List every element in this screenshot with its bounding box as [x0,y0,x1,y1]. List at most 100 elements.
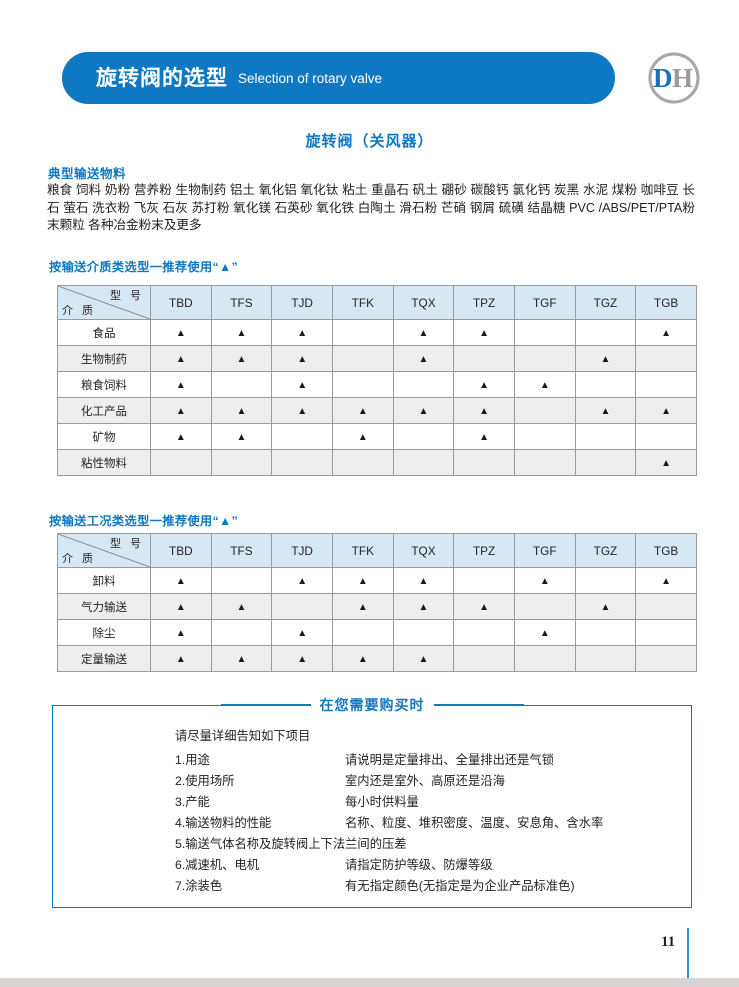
purchase-rule-left [220,704,311,706]
column-header-tbd: TBD [150,533,212,568]
table-row: 粮食饲料 ▲ ▲ ▲ ▲ [57,371,697,398]
footer-bar [0,978,739,987]
cell-tgz: ▲ [574,593,637,620]
column-header-tjd: TJD [271,533,333,568]
cell-tbd: ▲ [150,645,212,672]
cell-tfs: ▲ [210,593,273,620]
cell-tpz [453,345,515,372]
purchase-item-value: 请说明是定量排出、全量排出还是气锁 [345,753,555,767]
recommended-triangle-icon: ▲ [418,353,429,365]
cell-tqx: ▲ [392,645,455,672]
purchase-item-label: 3.产能 [175,795,210,809]
cell-tfs: ▲ [210,319,273,346]
recommended-triangle-icon: ▲ [236,653,247,665]
table-row: 气力输送 ▲ ▲ ▲ ▲ ▲ ▲ [57,593,697,620]
page-header: 旋转阀的选型 Selection of rotary valve D H [0,0,739,118]
purchase-item-label: 2.使用场所 [175,774,235,788]
column-header-tjd: TJD [271,285,333,320]
table-row: 除尘 ▲ ▲ ▲ [57,619,697,646]
recommended-triangle-icon: ▲ [357,405,368,417]
row-label: 气力输送 [57,593,151,620]
condition-table-heading: 按输送工况类选型一推荐使用“▲” [49,514,239,528]
cell-tgb [635,371,697,398]
cell-tgf [513,645,576,672]
recommended-triangle-icon: ▲ [236,601,247,613]
cell-tgz: ▲ [574,397,637,424]
cell-tpz: ▲ [453,371,515,398]
cell-tpz [453,619,515,646]
cell-tfk: ▲ [331,423,394,450]
cell-tfs: ▲ [210,423,273,450]
purchase-item: 2.使用场所 室内还是室外、高原还是沿海 [175,771,675,792]
media-selection-table-wrap: 型 号 介 质 TBD TFS TJD TFK TQX TPZ TGF TGZ … [57,285,697,476]
cell-tpz: ▲ [453,423,515,450]
dh-logo: D H [645,49,703,107]
cell-tgb: ▲ [635,397,697,424]
recommended-triangle-icon: ▲ [357,653,368,665]
table-row: 生物制药 ▲ ▲ ▲ ▲ ▲ [57,345,697,372]
recommended-triangle-icon: ▲ [175,327,186,339]
cell-tgf [513,397,576,424]
recommended-triangle-icon: ▲ [661,405,672,417]
recommended-triangle-icon: ▲ [175,353,186,365]
cell-tbd: ▲ [150,619,212,646]
column-header-tfs: TFS [210,533,273,568]
purchase-item: 6.减速机、电机 请指定防护等级、防爆等级 [175,855,675,876]
banner-title-chinese: 旋转阀的选型 [96,66,228,90]
purchase-intro: 请尽量详细告知如下项目 [175,729,311,743]
cell-tgz [574,319,637,346]
cell-tqx: ▲ [392,397,455,424]
cell-tgf [513,319,576,346]
recommended-triangle-icon: ▲ [661,327,672,339]
cell-tjd [271,449,333,476]
cell-tbd: ▲ [150,423,212,450]
column-header-tgf: TGF [513,285,576,320]
column-header-tgf: TGF [513,533,576,568]
purchase-item: 3.产能 每小时供料量 [175,792,675,813]
cell-tbd: ▲ [150,319,212,346]
cell-tqx: ▲ [392,319,455,346]
purchase-item-label: 5.输送气体名称及旋转阀上下法兰间的压差 [175,837,407,851]
cell-tqx [392,423,455,450]
column-header-tqx: TQX [392,285,455,320]
cell-tfs [210,567,273,594]
cell-tgf: ▲ [513,619,576,646]
corner-label-model: 型 号 [109,538,144,550]
recommended-triangle-icon: ▲ [539,575,550,587]
purchase-item: 4.输送物料的性能 名称、粒度、堆积密度、温度、安息角、含水率 [175,813,675,834]
recommended-triangle-icon: ▲ [175,575,186,587]
cell-tgf [513,593,576,620]
top-margin-bar [0,0,739,7]
column-header-tqx: TQX [392,533,455,568]
cell-tjd [271,423,333,450]
recommended-triangle-icon: ▲ [236,431,247,443]
recommended-triangle-icon: ▲ [418,405,429,417]
cell-tbd: ▲ [150,397,212,424]
row-label: 矿物 [57,423,151,450]
purchase-item-label: 7.涂装色 [175,879,223,893]
media-table-heading: 按输送介质类选型一推荐使用“▲” [49,260,239,274]
column-header-tgz: TGZ [574,533,637,568]
cell-tgb [635,423,697,450]
cell-tpz [453,645,515,672]
recommended-triangle-icon: ▲ [479,379,490,391]
cell-tqx: ▲ [392,593,455,620]
recommended-triangle-icon: ▲ [297,379,308,391]
page-subtitle: 旋转阀（关风器） [305,133,434,150]
recommended-triangle-icon: ▲ [600,405,611,417]
recommended-triangle-icon: ▲ [297,353,308,365]
cell-tgf: ▲ [513,567,576,594]
purchase-item: 1.用途 请说明是定量排出、全量排出还是气锁 [175,750,675,771]
header-banner: 旋转阀的选型 Selection of rotary valve [62,52,615,104]
cell-tfs [210,371,273,398]
purchase-item-label: 6.减速机、电机 [175,858,260,872]
cell-tgz [574,449,637,476]
cell-tgb [635,593,697,620]
cell-tgb: ▲ [635,319,697,346]
cell-tgz [574,423,637,450]
table-row: 定量输送 ▲ ▲ ▲ ▲ ▲ [57,645,697,672]
cell-tpz [453,449,515,476]
cell-tpz [453,567,515,594]
cell-tpz: ▲ [453,397,515,424]
table-row: 矿物 ▲ ▲ ▲ ▲ [57,423,697,450]
